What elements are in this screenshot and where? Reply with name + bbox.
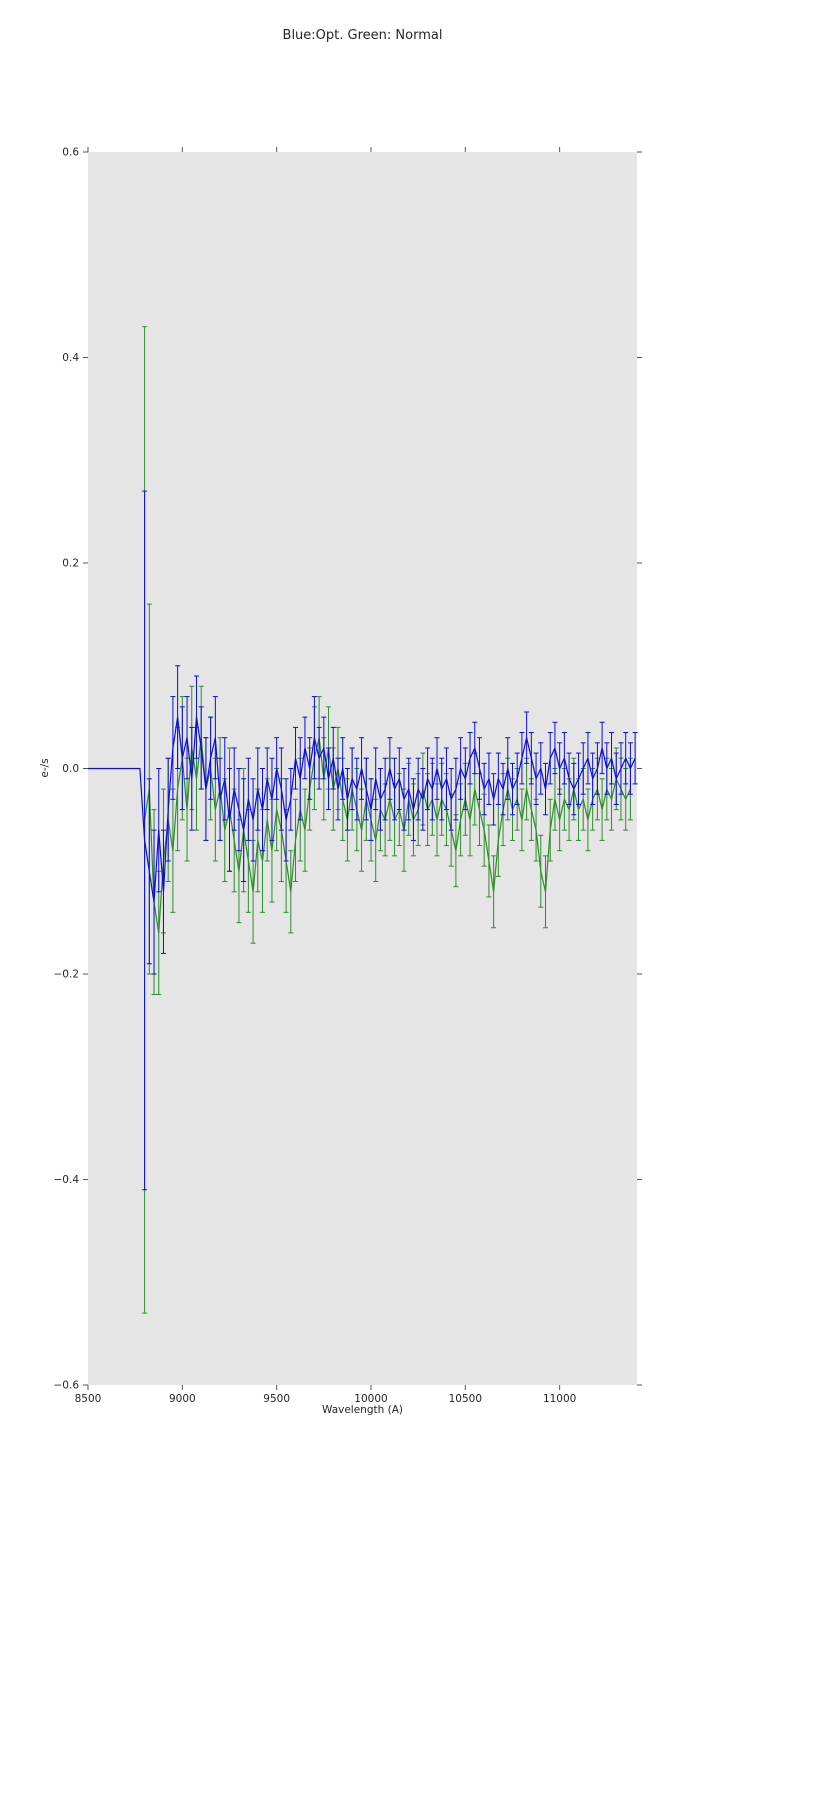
opt-series	[88, 490, 638, 1191]
y-tick-label: 0.6	[62, 147, 79, 159]
y-tick-label: 0.4	[62, 352, 79, 364]
x-tick-label: 11000	[543, 1393, 576, 1405]
x-tick-label: 9000	[169, 1393, 196, 1405]
y-tick-label: −0.2	[54, 969, 80, 981]
normal-series-line	[144, 737, 631, 934]
x-axis-label: Wavelength (A)	[321, 1404, 403, 1416]
opt-series-line	[88, 716, 636, 903]
y-tick-label: 0.2	[62, 558, 79, 570]
y-tick-label: −0.6	[54, 1380, 80, 1392]
y-tick-label: −0.4	[54, 1174, 80, 1186]
x-tick-label: 9500	[263, 1393, 290, 1405]
chart-title: Blue:Opt. Green: Normal	[282, 28, 443, 43]
x-tick-label: 10500	[449, 1393, 482, 1405]
x-tick-label: 10000	[354, 1393, 387, 1405]
x-tick-label: 8500	[75, 1393, 102, 1405]
y-tick-label: 0.0	[62, 763, 79, 775]
